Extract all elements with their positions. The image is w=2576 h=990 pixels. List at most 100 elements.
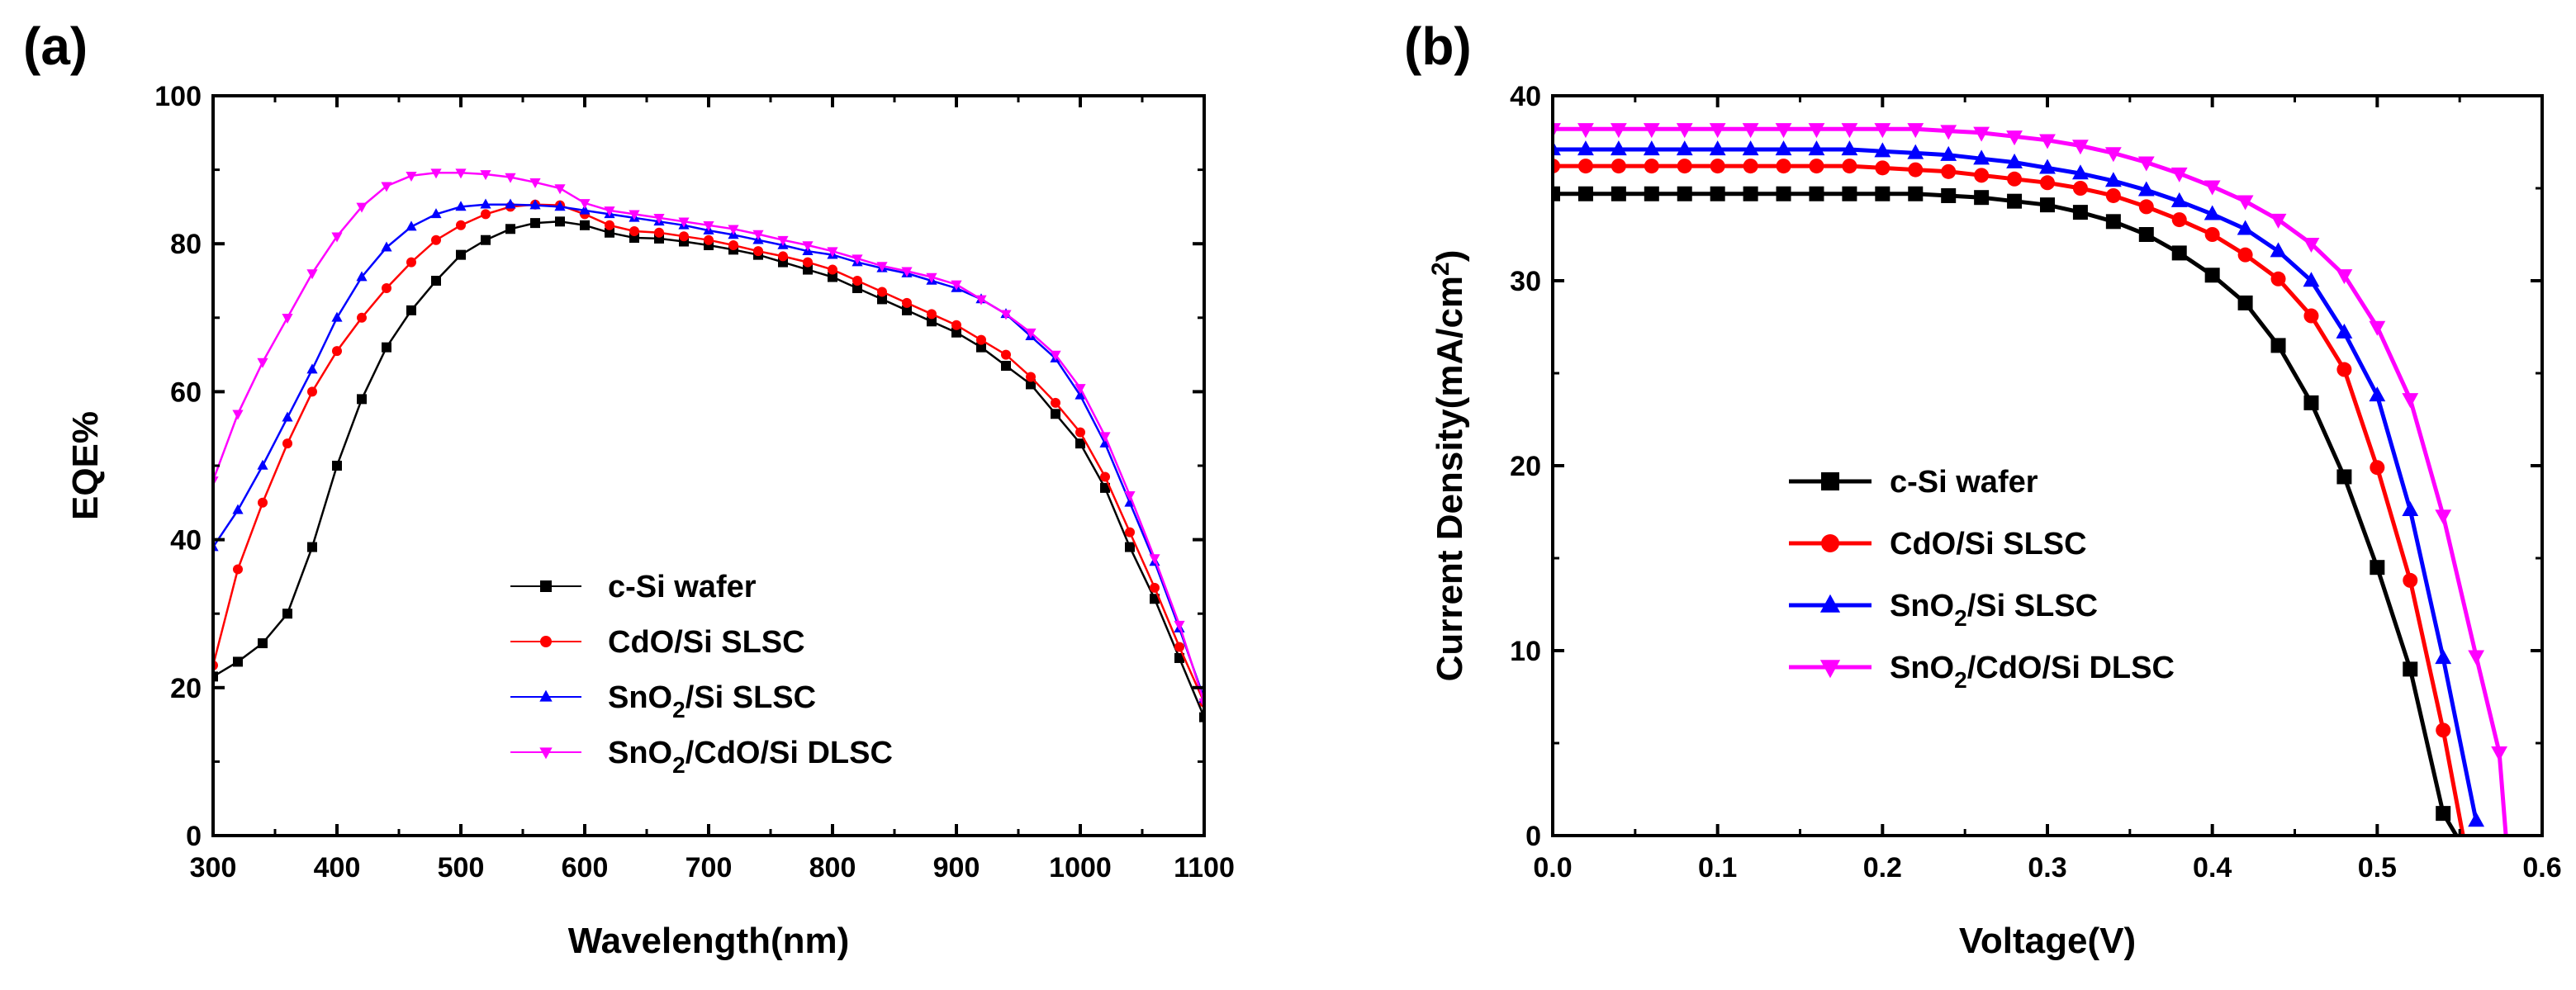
data-point bbox=[976, 334, 986, 345]
data-point bbox=[2137, 181, 2155, 197]
data-point bbox=[604, 206, 615, 217]
data-point bbox=[2370, 460, 2385, 476]
data-point bbox=[1710, 159, 1725, 174]
x-tick-label: 0.1 bbox=[1698, 852, 1737, 883]
data-point bbox=[2336, 323, 2353, 339]
data-point bbox=[877, 287, 887, 297]
legend-label-main: CdO/Si SLSC bbox=[608, 625, 805, 660]
data-point bbox=[1577, 186, 1593, 201]
data-point bbox=[629, 210, 640, 220]
data-point bbox=[803, 257, 813, 268]
data-point bbox=[282, 411, 293, 422]
data-point bbox=[877, 294, 887, 305]
data-point bbox=[2468, 650, 2485, 666]
data-point bbox=[2138, 199, 2154, 215]
data-point bbox=[232, 504, 244, 514]
x-tick-label: 700 bbox=[686, 852, 733, 883]
y-tick-label: 100 bbox=[154, 81, 202, 112]
data-point bbox=[1874, 123, 1891, 139]
data-point bbox=[406, 171, 417, 182]
data-point bbox=[1841, 140, 1858, 156]
x-tick-label: 0.0 bbox=[1533, 852, 1572, 883]
legend-item: SnO2/Si SLSC bbox=[510, 680, 816, 722]
data-point bbox=[2072, 164, 2089, 180]
data-point bbox=[530, 218, 540, 229]
data-point bbox=[778, 251, 788, 262]
data-point bbox=[579, 199, 591, 210]
x-tick-label: 300 bbox=[190, 852, 237, 883]
data-point bbox=[1026, 372, 1036, 382]
data-point bbox=[1908, 162, 1924, 178]
data-point bbox=[876, 262, 888, 272]
data-point bbox=[555, 216, 565, 227]
data-point bbox=[2369, 386, 2386, 402]
data-point bbox=[579, 204, 591, 215]
panel-label: (b) bbox=[1404, 17, 1472, 76]
data-point bbox=[2403, 661, 2418, 677]
data-point bbox=[1553, 140, 1561, 156]
y-tick-label: 40 bbox=[1510, 81, 1541, 112]
y-tick-label: 30 bbox=[1510, 266, 1541, 297]
data-point bbox=[2040, 197, 2055, 213]
legend-item: c-Si wafer bbox=[1789, 465, 2038, 500]
legend-label-main: CdO/Si SLSC bbox=[1890, 527, 2087, 561]
series-line bbox=[1553, 163, 2465, 836]
data-point bbox=[1553, 186, 1560, 201]
y-tick-label: 20 bbox=[170, 673, 202, 704]
data-point bbox=[1577, 140, 1594, 156]
data-point bbox=[2303, 272, 2320, 287]
x-tick-label: 1000 bbox=[1049, 852, 1112, 883]
legend-item: c-Si wafer bbox=[510, 570, 757, 604]
data-point bbox=[1553, 123, 1561, 139]
data-point bbox=[1742, 140, 1759, 156]
data-point bbox=[2072, 140, 2089, 155]
data-point bbox=[1643, 140, 1660, 156]
data-point bbox=[2370, 560, 2385, 576]
legend-marker bbox=[1821, 472, 1839, 490]
data-point bbox=[2303, 395, 2319, 410]
data-point bbox=[679, 231, 689, 242]
legend-label: SnO2/CdO/Si DLSC bbox=[1890, 651, 2175, 693]
legend-label-main: SnO bbox=[608, 736, 672, 770]
data-point bbox=[1000, 310, 1012, 320]
data-point bbox=[529, 199, 541, 210]
data-point bbox=[902, 297, 912, 308]
data-point bbox=[2204, 205, 2221, 220]
data-point bbox=[233, 564, 243, 575]
legend-item: CdO/Si SLSC bbox=[510, 625, 805, 660]
data-point bbox=[1075, 384, 1086, 395]
data-point bbox=[1611, 186, 1626, 201]
legend-label-rest: /CdO/Si DLSC bbox=[686, 736, 893, 770]
legend-label-main: c-Si wafer bbox=[1890, 465, 2038, 500]
data-point bbox=[951, 320, 961, 330]
x-tick-label: 800 bbox=[809, 852, 856, 883]
data-point bbox=[926, 272, 937, 283]
data-point bbox=[1677, 186, 1692, 201]
data-point bbox=[1611, 159, 1626, 174]
data-point bbox=[554, 201, 566, 211]
legend-marker bbox=[540, 636, 552, 647]
data-point bbox=[1174, 642, 1184, 652]
data-point bbox=[703, 221, 714, 231]
data-point bbox=[1709, 140, 1726, 156]
y-tick-label: 0 bbox=[1525, 821, 1541, 852]
legend-label-main: SnO bbox=[1890, 589, 1954, 623]
legend-label-rest: /Si SLSC bbox=[686, 680, 816, 715]
data-point bbox=[2402, 500, 2419, 516]
data-point bbox=[2491, 746, 2507, 761]
data-point bbox=[1973, 126, 1990, 142]
x-tick-label: 0.2 bbox=[1863, 852, 1902, 883]
data-point bbox=[480, 198, 491, 209]
legend-label-sub: 2 bbox=[672, 752, 686, 778]
legend-item: SnO2/Si SLSC bbox=[1789, 589, 2098, 631]
data-point bbox=[852, 282, 862, 293]
data-point bbox=[2170, 192, 2188, 207]
data-point bbox=[2204, 227, 2220, 242]
data-point bbox=[233, 656, 243, 667]
data-point bbox=[653, 214, 665, 225]
data-point bbox=[306, 363, 318, 374]
data-point bbox=[927, 316, 937, 327]
data-point bbox=[1553, 159, 1560, 174]
y-axis-title: Current Density(mA/cm2) bbox=[1427, 250, 1470, 682]
legend-label-sub: 2 bbox=[1954, 605, 1967, 631]
